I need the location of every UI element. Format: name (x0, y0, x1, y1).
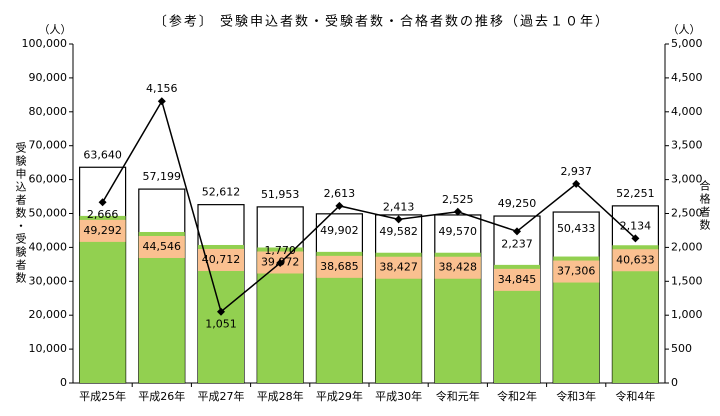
line-value-label: 2,134 (620, 219, 652, 232)
x-tick-label: 平成27年 (198, 389, 245, 403)
line-marker (98, 198, 107, 207)
y-tick-label: 50,000 (29, 207, 68, 220)
line-value-label: 2,937 (560, 165, 592, 178)
value-label-box (316, 255, 363, 278)
value-label-box (434, 256, 481, 279)
value-label-box (494, 268, 540, 291)
bar-value-label: 52,612 (202, 186, 241, 199)
bar-value-label: 49,292 (83, 224, 122, 237)
line-marker (335, 201, 344, 210)
bar-value-label: 57,199 (143, 170, 182, 183)
bar-value-label: 38,685 (320, 260, 359, 273)
bar-value-label: 34,845 (498, 273, 537, 286)
line-value-label: 4,156 (146, 82, 178, 95)
bar-value-label: 63,640 (83, 148, 122, 161)
y-axis-title: 受験申込者数・受験者数 (14, 142, 27, 285)
bar-value-label: 49,902 (320, 224, 359, 237)
y2-tick-label: 4,000 (671, 105, 703, 118)
x-tick-label: 平成30年 (375, 389, 422, 403)
bar-value-label: 40,712 (202, 253, 241, 266)
bar-value-label: 49,250 (498, 197, 537, 210)
y-tick-label: 0 (60, 376, 67, 389)
bar-value-label: 37,306 (557, 265, 596, 278)
y-tick-label: 60,000 (29, 173, 68, 186)
x-tick-label: 平成25年 (79, 389, 126, 403)
bar-value-label: 50,433 (557, 222, 596, 235)
y2-unit-label: （人） (668, 23, 701, 36)
y2-tick-label: 4,500 (671, 71, 703, 84)
y2-tick-label: 1,500 (671, 274, 703, 287)
bar (79, 215, 126, 383)
y-tick-label: 40,000 (29, 240, 68, 253)
line-marker (631, 234, 640, 243)
value-label-box (138, 235, 185, 258)
x-tick-label: 令和元年 (436, 389, 480, 403)
y2-tick-label: 2,000 (671, 240, 703, 253)
line-marker (453, 207, 462, 216)
y2-tick-label: 1,000 (671, 308, 703, 321)
x-tick-label: 令和3年 (556, 389, 596, 403)
bar-value-label: 38,428 (439, 261, 478, 274)
line-marker (157, 97, 166, 106)
value-label-box (79, 219, 126, 242)
x-tick-label: 令和2年 (497, 389, 537, 403)
bar-value-label: 49,570 (439, 225, 478, 238)
y-tick-label: 80,000 (29, 105, 68, 118)
line-marker (513, 227, 521, 236)
line-value-label: 1,051 (205, 318, 237, 331)
line-value-label: 2,413 (383, 200, 415, 213)
value-label-box (553, 260, 600, 283)
value-label-box (198, 248, 244, 271)
x-tick-label: 平成29年 (316, 389, 363, 403)
line-marker (276, 258, 285, 267)
y2-tick-label: 3,500 (671, 139, 703, 152)
line-value-label: 2,666 (87, 208, 119, 221)
y2-tick-label: 500 (671, 342, 692, 355)
y-tick-label: 20,000 (29, 308, 68, 321)
y2-tick-label: 2,500 (671, 207, 703, 220)
line-marker (572, 179, 581, 188)
value-label-box (612, 249, 659, 272)
x-tick-label: 平成26年 (138, 389, 185, 403)
bar-value-label: 51,953 (261, 188, 300, 201)
line-marker (394, 215, 403, 224)
bar-value-label: 40,633 (616, 253, 655, 266)
line (101, 99, 636, 314)
line-marker (217, 307, 225, 316)
y-tick-label: 10,000 (29, 342, 68, 355)
x-tick-label: 平成28年 (257, 389, 304, 403)
y-tick-label: 100,000 (22, 37, 68, 50)
chart-title: 〔参考〕 受験申込者数・受験者数・合格者数の推移（過去１０年） (154, 14, 610, 30)
y-tick-label: 90,000 (29, 71, 68, 84)
y2-tick-label: 0 (671, 376, 678, 389)
y2-tick-label: 5,000 (671, 37, 703, 50)
x-tick-label: 令和4年 (615, 389, 655, 403)
bar-value-label: 38,427 (379, 261, 418, 274)
y-tick-label: 70,000 (29, 139, 68, 152)
y2-tick-label: 3,000 (671, 173, 703, 186)
y-tick-label: 30,000 (29, 274, 68, 287)
bar-value-label: 52,251 (616, 187, 655, 200)
line-value-label: 2,237 (501, 237, 533, 250)
value-label-box (375, 256, 422, 279)
y-unit-label: （人） (39, 23, 72, 36)
bar-value-label: 44,546 (143, 240, 182, 253)
line-value-label: 1,770 (264, 244, 296, 257)
bar-value-label: 49,582 (379, 225, 418, 238)
y2-axis-title: 合格者数 (698, 179, 711, 232)
line-value-label: 2,613 (324, 187, 356, 200)
line-value-label: 2,525 (442, 193, 474, 206)
